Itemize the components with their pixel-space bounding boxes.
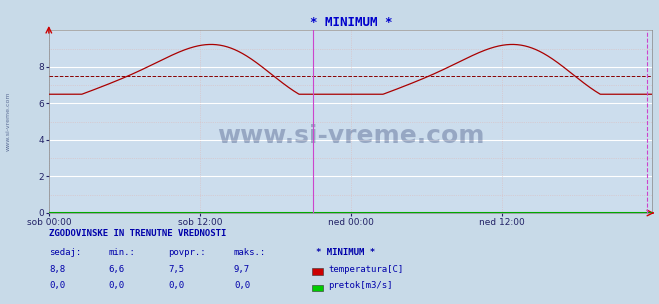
Text: temperatura[C]: temperatura[C] <box>328 265 403 274</box>
Text: www.si-vreme.com: www.si-vreme.com <box>217 124 484 148</box>
Text: maks.:: maks.: <box>234 248 266 257</box>
Text: 8,8: 8,8 <box>49 265 65 274</box>
Text: 6,6: 6,6 <box>109 265 125 274</box>
Text: www.si-vreme.com: www.si-vreme.com <box>5 92 11 151</box>
Text: 7,5: 7,5 <box>168 265 184 274</box>
Text: 9,7: 9,7 <box>234 265 250 274</box>
Text: 0,0: 0,0 <box>109 281 125 290</box>
Text: 0,0: 0,0 <box>49 281 65 290</box>
Text: 0,0: 0,0 <box>234 281 250 290</box>
Text: sedaj:: sedaj: <box>49 248 82 257</box>
Text: min.:: min.: <box>109 248 136 257</box>
Title: * MINIMUM *: * MINIMUM * <box>310 16 392 29</box>
Text: 0,0: 0,0 <box>168 281 184 290</box>
Text: * MINIMUM *: * MINIMUM * <box>316 248 376 257</box>
Text: ZGODOVINSKE IN TRENUTNE VREDNOSTI: ZGODOVINSKE IN TRENUTNE VREDNOSTI <box>49 229 227 238</box>
Text: povpr.:: povpr.: <box>168 248 206 257</box>
Text: pretok[m3/s]: pretok[m3/s] <box>328 281 393 290</box>
